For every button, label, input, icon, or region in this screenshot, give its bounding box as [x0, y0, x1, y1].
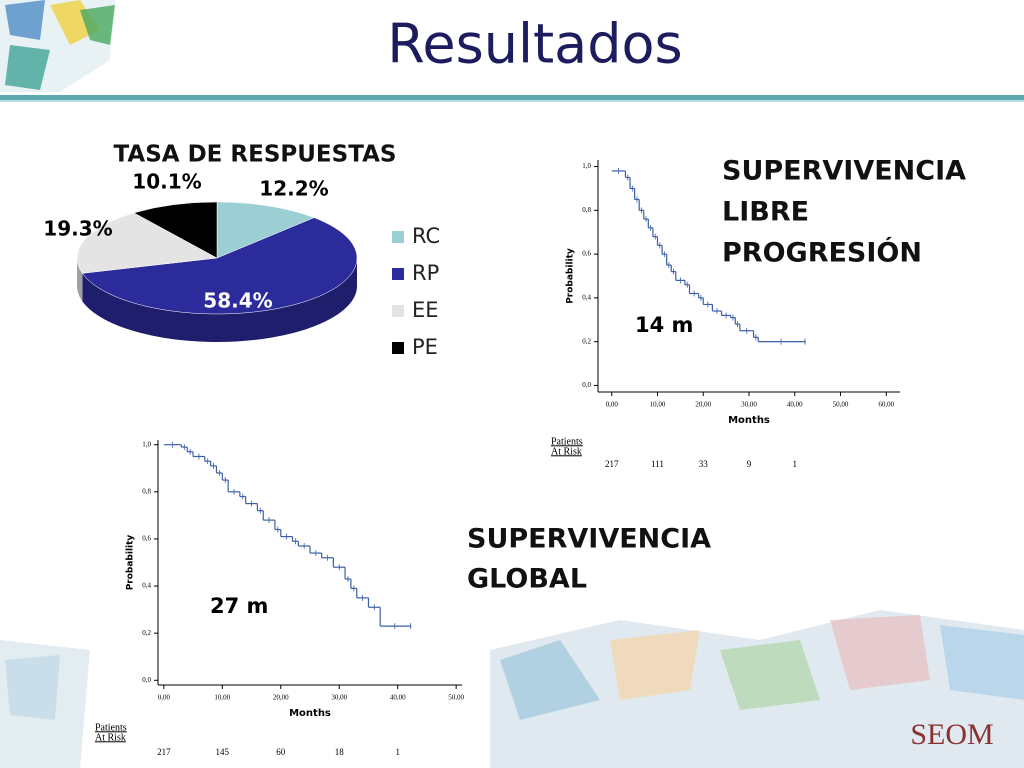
- x-tick-label: 30,00: [741, 401, 757, 409]
- slide-title: Resultados: [387, 13, 682, 76]
- legend-swatch: [392, 305, 404, 317]
- y-tick-label: 0,6: [582, 250, 591, 258]
- pie-slice: [81, 217, 358, 315]
- x-tick-label: 20,00: [273, 694, 289, 702]
- y-axis-label: Probability: [126, 535, 136, 591]
- at-risk-count: 18: [335, 747, 345, 757]
- pie-title: TASA DE RESPUESTAS: [114, 142, 397, 168]
- y-axis-label: Probability: [566, 248, 576, 304]
- annotation: 14 m: [635, 313, 693, 337]
- chart-heading: LIBRE: [722, 197, 809, 228]
- y-tick-label: 1,0: [142, 440, 151, 448]
- y-tick-label: 0,4: [582, 293, 591, 301]
- x-tick-label: 10,00: [650, 401, 666, 409]
- chart-heading: SUPERVIVENCIA: [467, 524, 711, 555]
- legend-swatch: [392, 268, 404, 280]
- x-tick-label: 40,00: [787, 401, 803, 409]
- x-tick-label: 30,00: [331, 694, 347, 702]
- at-risk-label: Patients: [95, 722, 127, 733]
- x-tick-label: 60,00: [878, 401, 894, 409]
- y-tick-label: 0,8: [142, 487, 151, 495]
- y-tick-label: 0,0: [582, 381, 591, 389]
- charts: TASA DE RESPUESTAS 12.2% 58.4% 19.3% 10.1% RC…: [43, 142, 966, 758]
- x-tick-label: 10,00: [214, 694, 230, 702]
- y-tick-label: 0,8: [582, 206, 591, 214]
- legend-swatch: [392, 342, 404, 354]
- pie-slice: [216, 201, 315, 259]
- chart-heading: GLOBAL: [467, 564, 587, 595]
- data-label: 12.2%: [259, 177, 328, 201]
- at-risk-label: Patients: [551, 436, 583, 447]
- at-risk-count: 33: [699, 459, 709, 469]
- at-risk-label: At Risk: [551, 446, 582, 457]
- logo: SEOM: [910, 718, 993, 751]
- y-tick-label: 0,0: [142, 676, 151, 684]
- x-tick-label: 50,00: [448, 694, 464, 702]
- legend-label: PE: [412, 335, 438, 359]
- y-tick-label: 0,4: [142, 582, 151, 590]
- at-risk-count: 9: [747, 459, 752, 469]
- annotation: 27 m: [210, 594, 268, 618]
- x-axis-label: Months: [728, 415, 770, 426]
- at-risk-count: 60: [276, 747, 286, 757]
- y-tick-label: 0,6: [142, 535, 151, 543]
- legend-label: RC: [412, 224, 440, 248]
- at-risk-count: 217: [157, 747, 171, 757]
- x-tick-label: 0,00: [606, 401, 619, 409]
- at-risk-count: 217: [605, 459, 619, 469]
- chart-heading: PROGRESIÓN: [722, 237, 922, 269]
- data-label: 19.3%: [43, 217, 112, 241]
- y-tick-label: 1,0: [582, 162, 591, 170]
- x-axis-label: Months: [289, 708, 331, 719]
- x-tick-label: 50,00: [833, 401, 849, 409]
- at-risk-count: 145: [216, 747, 230, 757]
- legend-swatch: [392, 231, 404, 243]
- data-label: 58.4%: [203, 289, 272, 313]
- x-tick-label: 20,00: [695, 401, 711, 409]
- at-risk-label: At Risk: [95, 732, 126, 743]
- x-tick-label: 40,00: [390, 694, 406, 702]
- pie-slice: [76, 212, 218, 274]
- chart-heading: SUPERVIVENCIA: [722, 156, 966, 187]
- pie-side: [82, 258, 357, 342]
- pie-slice: [133, 201, 218, 259]
- at-risk-count: 1: [793, 459, 798, 469]
- legend-label: RP: [412, 261, 439, 285]
- at-risk-count: 111: [651, 459, 664, 469]
- at-risk-count: 1: [395, 747, 400, 757]
- y-tick-label: 0,2: [142, 629, 151, 637]
- x-tick-label: 0,00: [158, 694, 171, 702]
- y-tick-label: 0,2: [582, 337, 591, 345]
- legend-label: EE: [412, 298, 439, 322]
- data-label: 10.1%: [132, 170, 201, 194]
- pie-side: [77, 258, 83, 302]
